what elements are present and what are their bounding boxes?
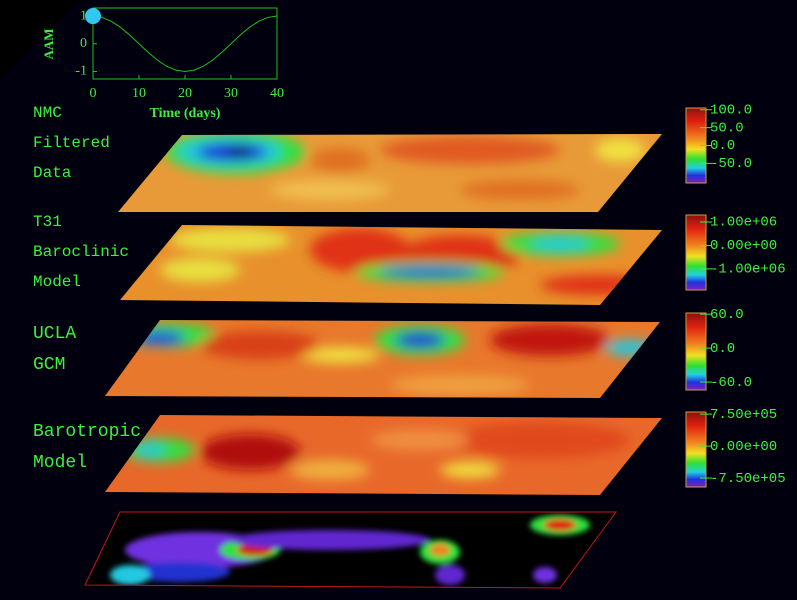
colorbar-tick-label: 50.0 [710,120,744,136]
colorbar-tick-label: 0.00e+00 [710,439,777,455]
panel-label: UCLA [33,324,76,344]
panel-label: Barotropic [33,422,141,442]
colorbar-tick-label: 0.00e+00 [710,238,777,254]
panel-label: Model [33,453,87,473]
y-axis-label: AAM [41,28,56,59]
slab [118,134,662,212]
x-tick-label: 30 [224,86,238,101]
y-tick-label: -1 [75,64,87,79]
colorbar [685,411,707,488]
colorbar-tick-label: 7.50e+05 [710,407,777,423]
colorbar-tick-label: 100.0 [710,102,752,118]
panel-label: GCM [33,355,65,375]
panel-label: NMC [33,104,62,122]
time-marker [85,8,101,25]
colorbar-tick-label: 0.0 [710,138,735,154]
slab [120,225,662,305]
aam-line [92,15,278,73]
colorbar-tick-label: 60.0 [710,307,744,323]
colorbar-tick-label: 1.00e+06 [710,215,777,231]
panel-label: Data [33,164,72,182]
panel-label: Model [33,273,81,291]
colorbar-tick-label: -7.50e+05 [710,471,786,487]
x-axis-label: Time (days) [150,106,221,121]
colorbar [685,214,707,291]
plot-frame [92,7,278,80]
x-tick-label: 40 [270,86,284,101]
panel-label: T31 [33,213,62,231]
colorbar-tick-label: -1.00e+06 [710,262,786,278]
corner [0,0,80,80]
panel-label: Baroclinic [33,243,129,261]
y-tick-label: 1 [80,8,87,23]
slab [105,415,662,495]
panel-label: Filtered [33,134,110,152]
colorbar-tick-label: 0.0 [710,341,735,357]
slab [105,320,660,398]
map-outline [84,511,617,589]
colorbar-tick-label: -60.0 [710,375,752,391]
x-tick-label: 20 [178,86,192,101]
colorbar-tick-label: -50.0 [710,156,752,172]
y-tick-label: 0 [80,36,87,51]
x-tick-label: 10 [132,86,146,101]
map-slab [85,512,616,588]
colorbar [685,312,707,391]
x-tick-label: 0 [90,86,97,101]
